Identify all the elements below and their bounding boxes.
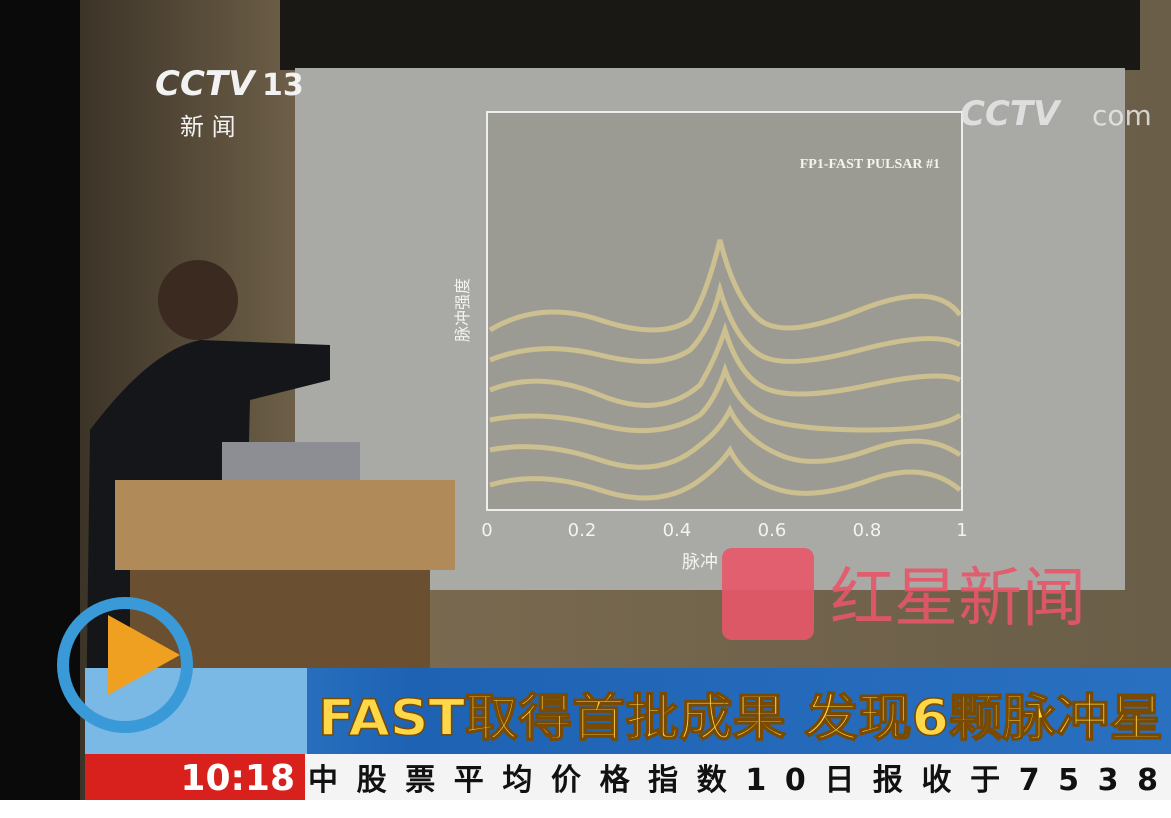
slide-x-tick: 0.4 xyxy=(663,520,692,541)
headline: FAST取得首批成果 发现6颗脉冲星 xyxy=(318,689,1163,747)
slide-x-tick: 0.8 xyxy=(853,520,882,541)
slide-x-tick: 0 xyxy=(481,520,492,541)
logo-brand: CCTV xyxy=(155,64,257,104)
podium xyxy=(115,480,455,570)
watermark-suffix: com xyxy=(1092,99,1152,132)
watermark-brand: CCTV xyxy=(960,94,1062,134)
slide-x-tick: 1 xyxy=(956,520,967,541)
slide-x-tick: 0.2 xyxy=(568,520,597,541)
logo-channel-name: 新 闻 xyxy=(180,113,236,141)
slide-x-tick: 0.6 xyxy=(758,520,787,541)
slide-y-label: 脉冲强度 xyxy=(453,278,472,342)
ticker-time: 10:18 xyxy=(180,758,295,799)
slide-x-label: 脉冲 xyxy=(682,552,718,573)
slide-title: FP1-FAST PULSAR #1 xyxy=(800,157,940,172)
source-logo: 红星新闻 xyxy=(830,562,1086,636)
logo-channel: 13 xyxy=(262,68,304,103)
laptop xyxy=(222,442,360,482)
source-icon xyxy=(722,548,814,640)
ceiling xyxy=(280,0,1140,70)
screenshot: FP1-FAST PULSAR #1 脉冲强度 0 0.2 0.4 0.6 0.8 1 脉… xyxy=(0,0,1171,818)
presenter-head xyxy=(158,260,238,340)
